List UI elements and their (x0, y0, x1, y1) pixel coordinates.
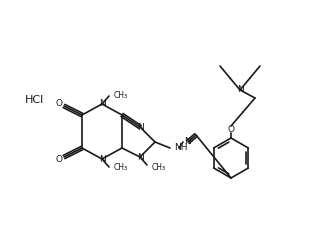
Text: O: O (55, 98, 63, 107)
Text: CH₃: CH₃ (114, 164, 128, 173)
Text: N: N (137, 153, 143, 162)
Text: N: N (137, 122, 143, 131)
Text: N: N (184, 138, 191, 147)
Text: CH₃: CH₃ (114, 90, 128, 99)
Text: CH₃: CH₃ (152, 163, 166, 172)
Text: O: O (228, 125, 234, 134)
Text: O: O (55, 156, 63, 165)
Text: NH: NH (174, 144, 187, 153)
Text: HCl: HCl (24, 95, 44, 105)
Text: N: N (237, 86, 244, 95)
Text: N: N (99, 155, 105, 164)
Text: N: N (99, 99, 105, 109)
